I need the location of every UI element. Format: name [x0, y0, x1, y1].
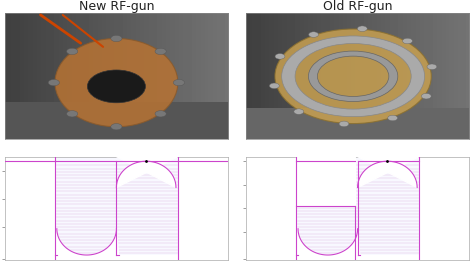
Circle shape — [155, 111, 166, 117]
Ellipse shape — [275, 29, 431, 123]
Circle shape — [275, 54, 285, 59]
Circle shape — [294, 109, 304, 114]
Circle shape — [388, 115, 398, 121]
Circle shape — [155, 48, 166, 55]
Title: New RF-gun: New RF-gun — [79, 0, 154, 13]
Circle shape — [67, 111, 78, 117]
Circle shape — [357, 26, 367, 32]
Circle shape — [87, 70, 146, 103]
Title: Old RF-gun: Old RF-gun — [323, 0, 392, 13]
Bar — [5, 101, 228, 139]
Circle shape — [402, 38, 412, 44]
FancyArrowPatch shape — [63, 15, 103, 47]
Circle shape — [173, 80, 184, 86]
Polygon shape — [117, 157, 178, 187]
Circle shape — [111, 35, 122, 42]
Circle shape — [48, 80, 59, 86]
Bar — [246, 108, 469, 139]
Circle shape — [111, 123, 122, 130]
Polygon shape — [357, 157, 419, 187]
Circle shape — [67, 48, 78, 55]
Circle shape — [309, 32, 319, 37]
Circle shape — [269, 83, 279, 89]
Circle shape — [421, 94, 431, 99]
Ellipse shape — [55, 38, 178, 127]
Polygon shape — [55, 229, 118, 255]
Polygon shape — [296, 229, 360, 255]
Circle shape — [339, 121, 349, 127]
FancyArrowPatch shape — [40, 15, 81, 43]
Polygon shape — [296, 157, 356, 206]
Circle shape — [427, 64, 437, 69]
